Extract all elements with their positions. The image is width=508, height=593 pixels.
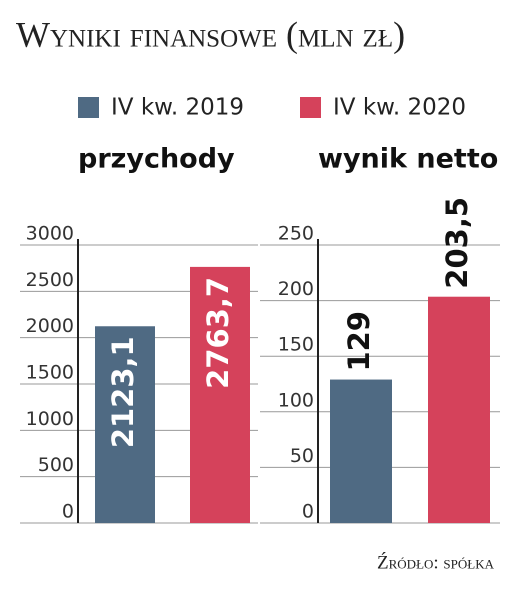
chart-subtitle: przychody bbox=[78, 144, 235, 175]
value-label: 2123,1 bbox=[106, 336, 140, 448]
value-label: 129 bbox=[342, 311, 376, 372]
y-tick-label: 50 bbox=[290, 445, 314, 467]
y-tick-label: 250 bbox=[278, 223, 314, 245]
y-tick-label: 2500 bbox=[26, 269, 74, 291]
bar bbox=[95, 326, 155, 523]
chart-subtitle: wynik netto bbox=[318, 144, 498, 175]
y-tick-label: 3000 bbox=[26, 223, 74, 245]
chart-title: Wyniki finansowe (mln zł) bbox=[16, 14, 405, 54]
y-tick-label: 100 bbox=[278, 389, 314, 411]
source: Źródło: spółka bbox=[377, 551, 495, 573]
bar bbox=[190, 266, 250, 523]
legend-swatch bbox=[78, 97, 99, 118]
y-tick-label: 0 bbox=[302, 501, 314, 523]
bar bbox=[330, 379, 392, 523]
y-tick-label: 500 bbox=[38, 454, 74, 476]
y-tick-label: 150 bbox=[278, 334, 314, 356]
y-tick-label: 1000 bbox=[26, 408, 74, 430]
legend-swatch bbox=[300, 97, 321, 118]
bar bbox=[428, 296, 490, 523]
y-tick-label: 0 bbox=[62, 501, 74, 523]
legend-label: IV kw. 2020 bbox=[333, 95, 466, 121]
y-tick-label: 200 bbox=[278, 278, 314, 300]
y-tick-label: 2000 bbox=[26, 315, 74, 337]
value-label: 2763,7 bbox=[201, 277, 235, 389]
value-label: 203,5 bbox=[440, 197, 474, 289]
legend-label: IV kw. 2019 bbox=[111, 95, 244, 121]
y-tick-label: 1500 bbox=[26, 362, 74, 384]
